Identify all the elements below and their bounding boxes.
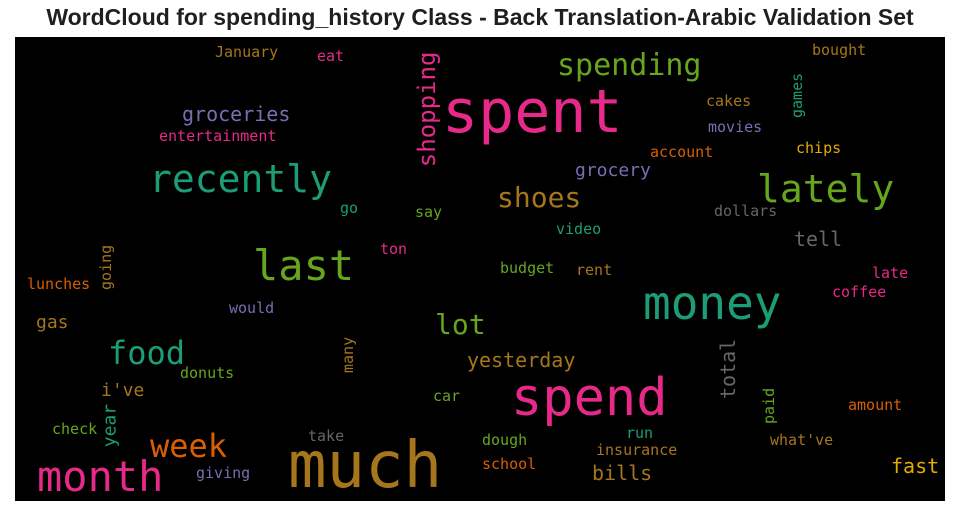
- word-dollars: dollars: [714, 202, 777, 220]
- chart-title: WordCloud for spending_history Class - B…: [46, 4, 914, 30]
- word-go: go: [340, 199, 358, 217]
- word-movies: movies: [708, 118, 762, 136]
- word-tell: tell: [794, 227, 842, 251]
- word-games: games: [788, 73, 806, 118]
- word-recently: recently: [149, 157, 332, 201]
- word-week: week: [150, 427, 227, 465]
- word-take: take: [308, 427, 344, 445]
- word-last: last: [253, 241, 354, 290]
- word-shoes: shoes: [497, 181, 581, 214]
- wordcloud-canvas: spent much spend money month recently lately la…: [15, 37, 945, 501]
- word-donuts: donuts: [180, 364, 234, 382]
- word-car: car: [433, 387, 460, 405]
- word-school: school: [482, 455, 536, 473]
- word-cakes: cakes: [706, 92, 751, 110]
- word-dough: dough: [482, 431, 527, 449]
- word-food: food: [108, 334, 185, 372]
- word-entertainment: entertainment: [159, 127, 276, 145]
- word-spent: spent: [442, 77, 623, 147]
- word-rent: rent: [576, 261, 612, 279]
- word-run: run: [626, 424, 653, 442]
- word-i-ve: i've: [101, 380, 144, 401]
- word-groceries: groceries: [182, 102, 290, 126]
- word-year: year: [99, 404, 120, 448]
- word-yesterday: yesterday: [467, 348, 575, 372]
- word-month: month: [37, 452, 163, 501]
- word-bought: bought: [812, 41, 866, 59]
- word-much: much: [288, 429, 442, 501]
- word-budget: budget: [500, 259, 554, 277]
- word-late: late: [872, 264, 908, 282]
- word-gas: gas: [36, 312, 69, 333]
- word-insurance: insurance: [596, 441, 677, 459]
- word-paid: paid: [760, 388, 778, 424]
- word-lately: lately: [757, 167, 894, 211]
- word-spend: spend: [511, 368, 668, 428]
- word-january: January: [215, 43, 278, 61]
- word-giving: giving: [196, 464, 250, 482]
- word-chips: chips: [796, 139, 841, 157]
- word-going: going: [97, 245, 115, 290]
- word-say: say: [415, 203, 442, 221]
- word-total: total: [716, 339, 740, 399]
- word-ton: ton: [380, 240, 407, 258]
- word-eat: eat: [317, 47, 344, 65]
- word-lot: lot: [435, 308, 486, 341]
- word-money: money: [643, 276, 781, 330]
- word-many: many: [339, 337, 357, 373]
- word-lunches: lunches: [27, 275, 90, 293]
- word-shopping: shopping: [413, 52, 441, 168]
- word-fast: fast: [891, 454, 939, 478]
- word-amount: amount: [848, 396, 902, 414]
- word-would: would: [229, 299, 274, 317]
- word-check: check: [52, 420, 97, 438]
- word-spending: spending: [557, 48, 702, 83]
- word-grocery: grocery: [575, 160, 651, 181]
- word-bills: bills: [592, 461, 652, 485]
- word-what-ve: what've: [770, 431, 833, 449]
- word-coffee: coffee: [832, 283, 886, 301]
- word-account: account: [650, 143, 713, 161]
- wordcloud-svg: spent much spend money month recently lately la…: [27, 41, 939, 501]
- word-video: video: [556, 220, 601, 238]
